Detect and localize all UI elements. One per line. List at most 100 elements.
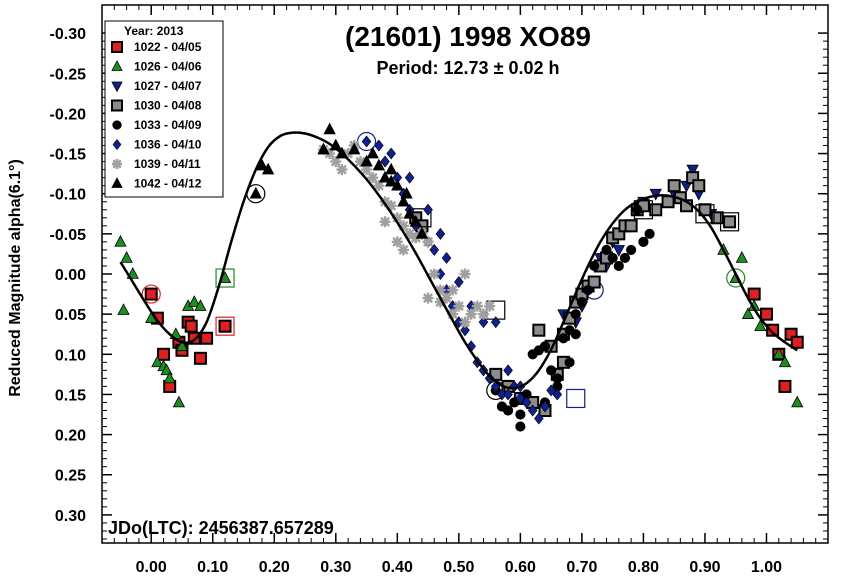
point-s5-10 bbox=[546, 365, 557, 376]
point-s7-4 bbox=[336, 164, 348, 176]
point-s6-3 bbox=[380, 155, 390, 168]
point-s5-9 bbox=[539, 341, 551, 352]
legend: Year: 2013 1022 - 04/05 1026 - 04/06 1027 … bbox=[104, 20, 224, 198]
point-s4-33 bbox=[532, 323, 546, 337]
x-tick-label-3: 0.20 bbox=[259, 559, 290, 576]
point-s1-10 bbox=[193, 351, 207, 365]
point-s8-16 bbox=[403, 206, 416, 219]
point-s2-14 bbox=[188, 295, 201, 307]
point-s2-22 bbox=[754, 319, 767, 331]
point-s6-34 bbox=[404, 171, 415, 184]
point-s2-24 bbox=[778, 355, 792, 368]
legend-title: Year: 2013 bbox=[124, 24, 184, 38]
point-s3-18 bbox=[612, 245, 625, 257]
point-s7-21 bbox=[441, 292, 453, 304]
point-s6-31 bbox=[423, 203, 433, 216]
point-s7-25 bbox=[465, 308, 477, 320]
legend-label-3: 1027 - 04/07 bbox=[134, 79, 202, 93]
point-s1-17 bbox=[778, 379, 792, 393]
point-s6-19 bbox=[484, 372, 495, 385]
point-s6-40 bbox=[503, 364, 513, 377]
point-s6-28 bbox=[540, 400, 550, 413]
y-tick-label-10: 0.15 bbox=[55, 387, 86, 404]
x-tick-label-1: 0.00 bbox=[136, 559, 167, 576]
point-s6-30 bbox=[552, 388, 563, 401]
point-s7-35 bbox=[459, 268, 471, 280]
series-2 bbox=[114, 234, 804, 408]
point-s7-10 bbox=[373, 180, 385, 192]
series-7 bbox=[317, 140, 496, 328]
x-tick-label-10: 0.90 bbox=[689, 559, 720, 576]
point-s6-25 bbox=[521, 396, 532, 409]
point-s1-15 bbox=[766, 323, 780, 337]
point-s8-9 bbox=[360, 154, 373, 167]
point-s5-24 bbox=[638, 236, 649, 247]
point-s4-23 bbox=[667, 179, 681, 193]
point-s2-9 bbox=[163, 371, 176, 384]
point-s5-20 bbox=[613, 260, 624, 272]
legend-box bbox=[104, 20, 224, 198]
point-s8-10 bbox=[366, 146, 379, 159]
point-s6-38 bbox=[478, 316, 489, 329]
y-tick-label-8: 0.05 bbox=[55, 307, 86, 324]
point-s2-20 bbox=[741, 307, 755, 319]
point-s7-30 bbox=[391, 236, 403, 248]
legend-label-2: 1026 - 04/06 bbox=[134, 60, 202, 74]
point-s6-39 bbox=[490, 316, 501, 329]
point-s8-17 bbox=[409, 214, 422, 227]
point-s6-24 bbox=[515, 392, 526, 405]
point-s7-24 bbox=[459, 316, 471, 328]
legend-marker-8 bbox=[111, 177, 123, 188]
x-tick-label-4: 0.30 bbox=[320, 559, 351, 576]
point-s2-4 bbox=[117, 303, 130, 315]
point-s7-33 bbox=[434, 296, 446, 308]
point-s8-4 bbox=[317, 142, 330, 155]
y-tick-label-6: -0.05 bbox=[50, 227, 87, 244]
point-s2-2 bbox=[120, 251, 133, 263]
point-s5-30 bbox=[570, 329, 581, 340]
y-axis-label: Reduced Magnitude alpha(6.1°) bbox=[7, 159, 24, 397]
boxed-point-s2-1 bbox=[215, 268, 235, 288]
point-s4-12 bbox=[587, 275, 601, 289]
point-s5-12 bbox=[558, 333, 569, 344]
point-s6-32 bbox=[435, 227, 446, 240]
legend-label-4: 1030 - 04/08 bbox=[134, 99, 202, 113]
legend-label-6: 1036 - 04/10 bbox=[134, 138, 202, 152]
legend-marker-7 bbox=[112, 159, 122, 169]
point-s6-15 bbox=[460, 324, 470, 337]
chart-subtitle: Period: 12.73 ± 0.02 h bbox=[377, 58, 560, 78]
point-s6-2 bbox=[374, 139, 384, 152]
y-tick-label-2: -0.25 bbox=[50, 66, 87, 83]
circled-point-s2-1 bbox=[726, 268, 746, 288]
boxed-point-s4-3 bbox=[695, 204, 715, 224]
legend-label-5: 1033 - 04/09 bbox=[134, 118, 202, 132]
point-s6-22 bbox=[503, 388, 513, 401]
point-s7-18 bbox=[422, 236, 434, 248]
legend-marker-3 bbox=[111, 81, 123, 93]
point-s7-3 bbox=[330, 156, 342, 168]
legend-marker-6 bbox=[112, 139, 122, 150]
y-tick-label-4: -0.15 bbox=[50, 147, 87, 164]
point-s5-25 bbox=[644, 228, 655, 239]
point-s1-11 bbox=[200, 331, 214, 345]
chart-title: (21601) 1998 XO89 bbox=[345, 21, 591, 52]
point-s7-28 bbox=[484, 300, 496, 312]
boxed-point-s4-4 bbox=[719, 212, 740, 232]
point-s1-14 bbox=[759, 307, 773, 321]
point-s8-14 bbox=[391, 178, 404, 191]
point-s7-16 bbox=[410, 232, 422, 244]
y-tick-label-11: 0.20 bbox=[55, 428, 86, 445]
point-s7-26 bbox=[471, 300, 483, 312]
legend-label-8: 1042 - 04/12 bbox=[134, 177, 202, 191]
legend-label-1: 1022 - 04/05 bbox=[134, 40, 202, 54]
y-tick-label-9: 0.10 bbox=[55, 347, 86, 364]
x-tick-label-9: 0.80 bbox=[628, 559, 659, 576]
boxed-point-s6-1 bbox=[566, 388, 586, 409]
point-s7-32 bbox=[422, 292, 434, 304]
point-s2-23 bbox=[772, 347, 785, 360]
point-s8-1 bbox=[249, 186, 262, 199]
y-tick-label-7: 0.00 bbox=[55, 267, 86, 284]
point-s1-19 bbox=[790, 335, 804, 349]
y-tick-label-5: -0.10 bbox=[50, 187, 87, 204]
